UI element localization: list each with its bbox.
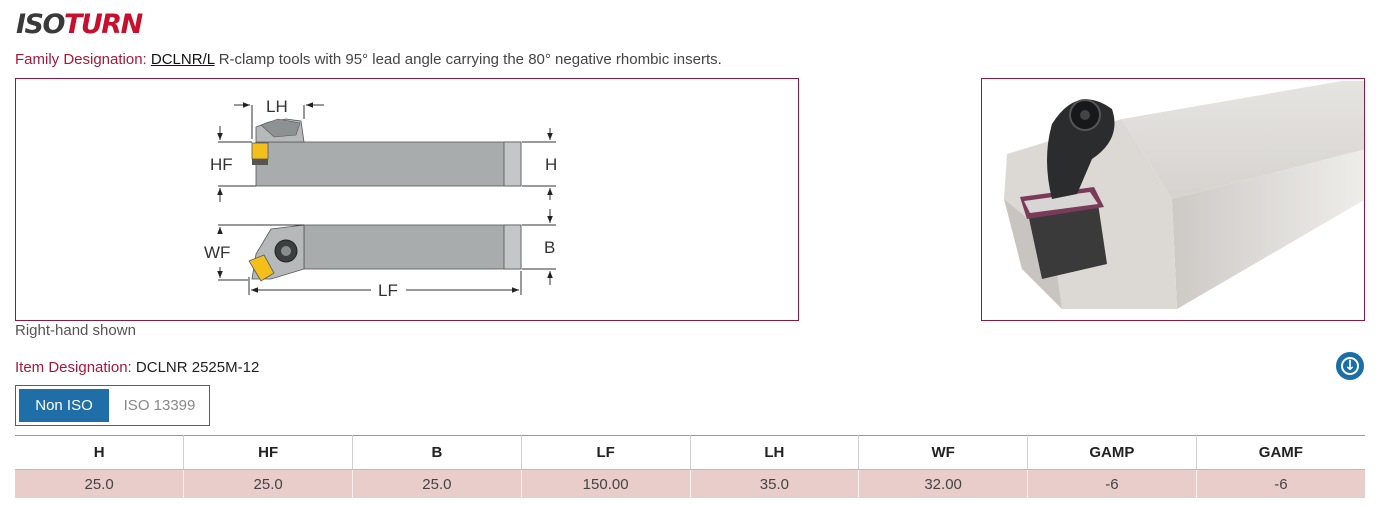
toggle-non-iso[interactable]: Non ISO (19, 389, 109, 422)
dimension-diagram: LH HF H WF B LF (15, 78, 799, 321)
tool-drawing: LH HF H WF B LF (204, 97, 557, 300)
specs-table: H HF B LF LH WF GAMP GAMF 25.0 25.0 25.0… (15, 435, 1365, 498)
col-header: WF (858, 435, 1028, 470)
item-label: Item Designation: (15, 359, 132, 376)
col-header: B (352, 435, 522, 470)
table-header-row: H HF B LF LH WF GAMP GAMF (15, 435, 1365, 470)
table-cell: -6 (1027, 469, 1197, 498)
table-cell: 25.0 (15, 469, 185, 498)
dimension-lines (217, 102, 556, 295)
family-code-link[interactable]: DCLNR/L (150, 51, 215, 68)
table-cell: 150.00 (521, 469, 691, 498)
download-button[interactable] (1336, 352, 1364, 380)
insert-top-icon (248, 254, 275, 282)
family-label: Family Designation: (15, 51, 147, 68)
item-value: DCLNR 2525M-12 (135, 359, 260, 376)
tool-photo-render (1004, 81, 1364, 309)
table-cell: 25.0 (183, 469, 353, 498)
top-view (248, 224, 522, 282)
toggle-iso-13399[interactable]: ISO 13399 (123, 397, 196, 414)
family-description: R-clamp tools with 95° lead angle carryi… (218, 51, 722, 68)
col-header: HF (183, 435, 353, 470)
table-cell: 32.00 (858, 469, 1028, 498)
tool-photo (981, 78, 1365, 321)
col-header: GAMP (1027, 435, 1197, 470)
family-designation: Family Designation: DCLNR/L R-clamp tool… (15, 51, 722, 69)
col-header: LF (521, 435, 691, 470)
logo-iso: ISO (16, 9, 65, 40)
dim-b-label: B (544, 238, 555, 257)
right-hand-caption: Right-hand shown (15, 322, 136, 339)
dim-lh-label: LH (266, 97, 288, 116)
isoturn-logo: ISOTURN (16, 8, 143, 42)
table-cell: 35.0 (690, 469, 860, 498)
dim-wf-label: WF (204, 243, 230, 262)
table-cell: 25.0 (352, 469, 522, 498)
dim-h-label: H (545, 155, 557, 174)
dim-lf-label: LF (378, 281, 398, 300)
side-view (251, 118, 522, 187)
col-header: H (15, 435, 185, 470)
col-header: GAMF (1196, 435, 1365, 470)
insert-side-icon (251, 142, 269, 160)
logo-turn: TURN (63, 9, 143, 40)
col-header: LH (690, 435, 860, 470)
table-row: 25.0 25.0 25.0 150.00 35.0 32.00 -6 -6 (15, 469, 1365, 498)
dim-hf-label: HF (210, 155, 233, 174)
table-cell: -6 (1196, 469, 1365, 498)
item-designation: Item Designation: DCLNR 2525M-12 (15, 359, 259, 376)
standard-toggle: Non ISO ISO 13399 (15, 385, 210, 426)
